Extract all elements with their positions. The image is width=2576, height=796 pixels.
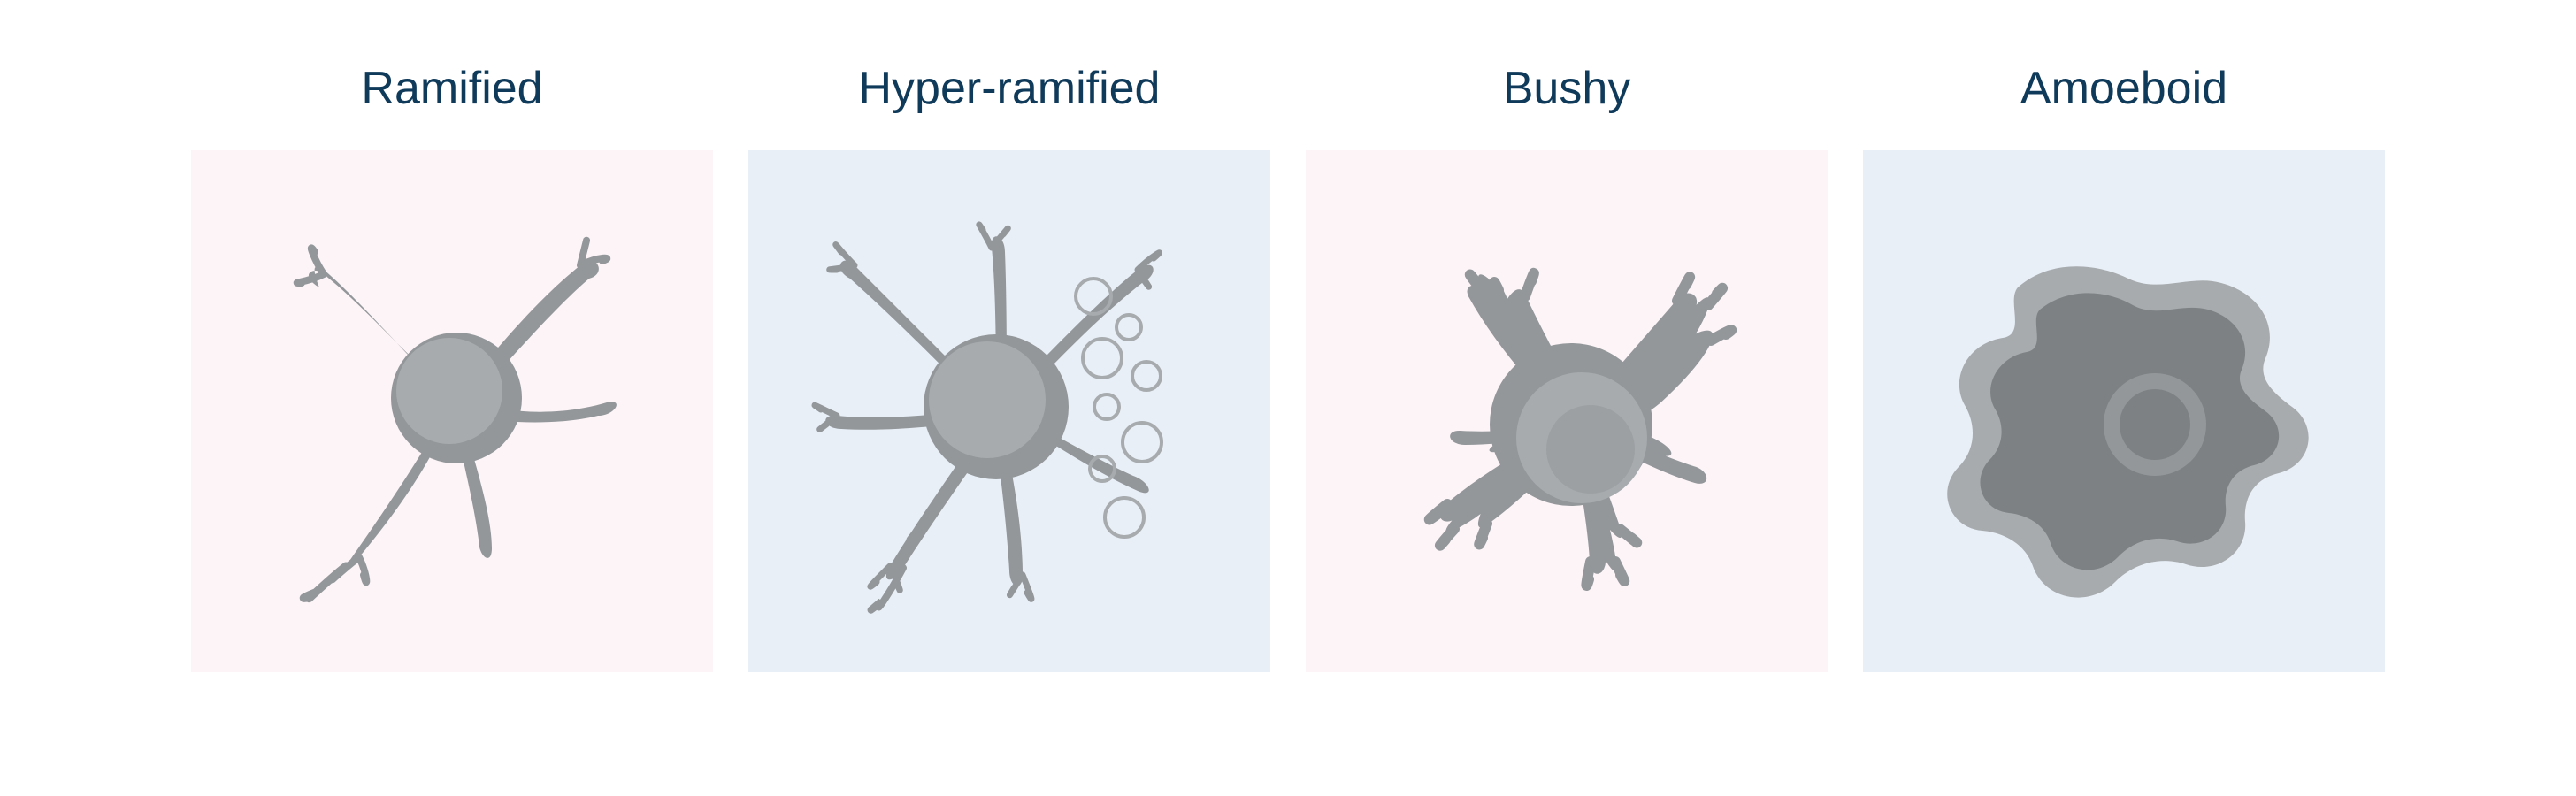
label-ramified: Ramified — [361, 62, 542, 115]
box-bushy — [1306, 150, 1828, 672]
amoeboid-svg — [1863, 150, 2385, 672]
hyper-ramified-svg — [748, 150, 1270, 672]
ramified-svg — [191, 150, 713, 672]
box-hyper-ramified — [748, 150, 1270, 672]
panel-hyper-ramified: Hyper-ramified — [748, 62, 1270, 672]
label-amoeboid: Amoeboid — [2020, 62, 2227, 115]
box-amoeboid — [1863, 150, 2385, 672]
morphology-row: Ramified — [191, 62, 2385, 672]
label-bushy: Bushy — [1503, 62, 1631, 115]
box-ramified — [191, 150, 713, 672]
panel-bushy: Bushy — [1306, 62, 1828, 672]
bushy-svg — [1306, 150, 1828, 672]
panel-ramified: Ramified — [191, 62, 713, 672]
panel-amoeboid: Amoeboid — [1863, 62, 2385, 672]
label-hyper-ramified: Hyper-ramified — [859, 62, 1161, 115]
